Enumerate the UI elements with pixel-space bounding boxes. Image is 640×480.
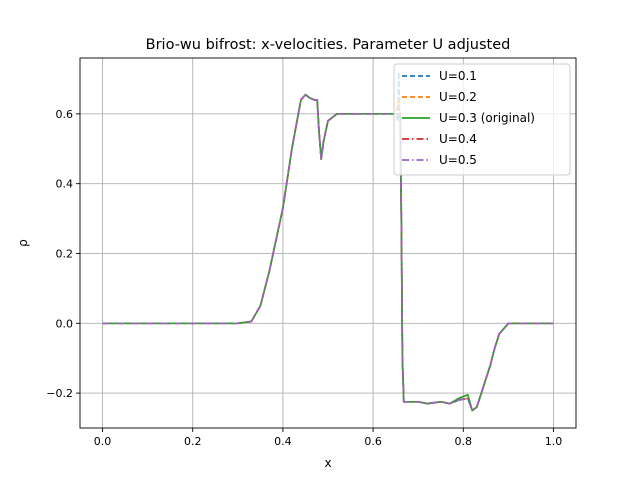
legend-entry: U=0.2 (439, 90, 477, 104)
series-line-5 (102, 93, 554, 412)
x-tick-label: 0.4 (274, 435, 292, 448)
y-tick-label: 0.4 (56, 178, 74, 191)
legend-entry: U=0.3 (original) (439, 111, 535, 125)
x-tick-label: 0.6 (364, 435, 382, 448)
legend-entry: U=0.5 (439, 153, 477, 167)
x-tick-label: 1.0 (545, 435, 563, 448)
y-axis-label: ρ (16, 239, 30, 247)
x-tick-label: 0.8 (455, 435, 473, 448)
legend-box (393, 63, 571, 176)
y-tick-label: 0.6 (56, 108, 74, 121)
chart-title: Brio-wu bifrost: x-velocities. Parameter… (146, 37, 511, 53)
legend-entry: U=0.1 (439, 69, 477, 83)
x-tick-label: 0.2 (184, 435, 202, 448)
legend-entry: U=0.4 (439, 132, 477, 146)
y-tick-label: 0.2 (56, 247, 74, 260)
legend: U=0.1 U=0.2 U=0.3 (original) U=0.4 U=0.5 (393, 63, 571, 176)
y-tick-label: −0.2 (46, 387, 73, 400)
y-axis: −0.2 0.0 0.2 0.4 0.6 (46, 108, 80, 400)
plot-frame (79, 57, 577, 429)
x-axis: 0.0 0.2 0.4 0.6 0.8 1.0 (94, 428, 562, 448)
y-tick-label: 0.0 (56, 317, 74, 330)
x-axis-label: x (324, 456, 331, 470)
x-tick-label: 0.0 (94, 435, 112, 448)
series-layer (102, 71, 554, 412)
